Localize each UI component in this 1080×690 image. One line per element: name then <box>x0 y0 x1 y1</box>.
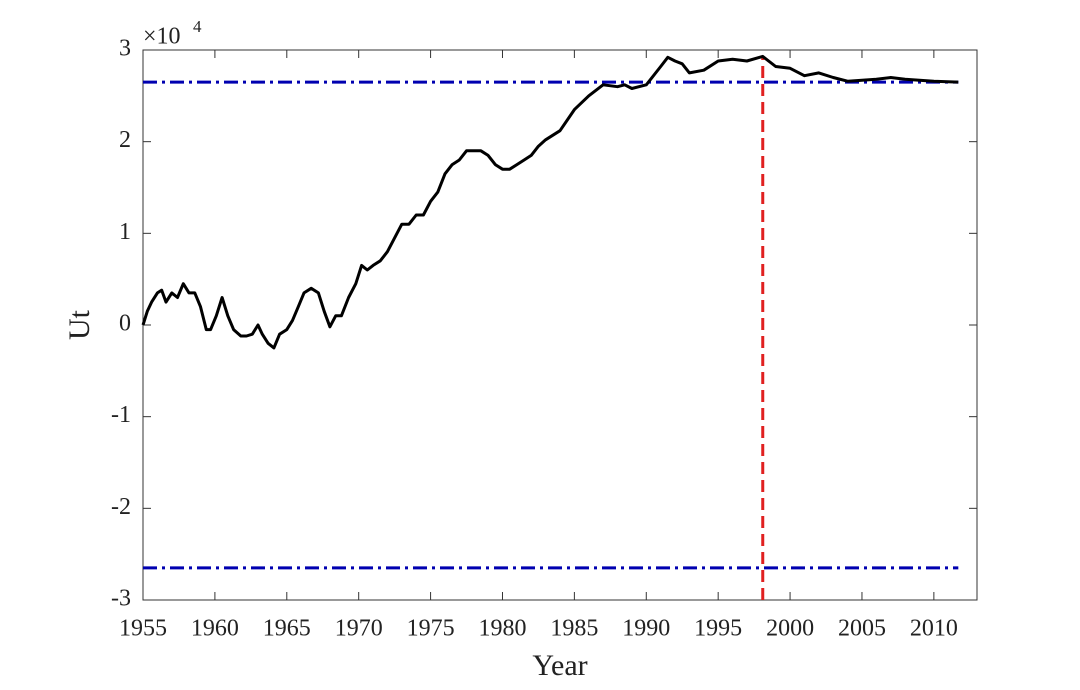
data-line <box>141 54 959 350</box>
x-tick-label: 1960 <box>191 616 239 642</box>
y-multiplier-exponent: 4 <box>193 17 202 36</box>
x-tick-label: 1965 <box>263 616 311 642</box>
y-tick-label: -1 <box>111 402 131 428</box>
x-tick-label: 1985 <box>550 616 598 642</box>
y-tick-label: 1 <box>119 219 131 245</box>
y-tick-label: 3 <box>119 36 131 62</box>
plot-frame <box>142 49 978 601</box>
x-axis-label: Year <box>532 649 587 682</box>
x-tick-label: 2005 <box>838 616 886 642</box>
x-tick-label: 2010 <box>910 616 958 642</box>
y-axis-label: Ut <box>63 309 96 340</box>
y-tick-label: -3 <box>111 586 131 612</box>
x-tick-label: 1955 <box>119 616 167 642</box>
x-tick-label: 2000 <box>766 616 814 642</box>
x-tick-label: 1990 <box>622 616 670 642</box>
x-tick-label: 1980 <box>478 616 526 642</box>
y-tick-label: -2 <box>111 494 131 520</box>
y-multiplier: ×10 <box>143 24 181 50</box>
y-tick-label: 2 <box>119 127 131 153</box>
y-tick-label: 0 <box>119 311 131 337</box>
x-tick-label: 1975 <box>407 616 455 642</box>
x-tick-label: 1995 <box>694 616 742 642</box>
x-tick-label: 1970 <box>335 616 383 642</box>
